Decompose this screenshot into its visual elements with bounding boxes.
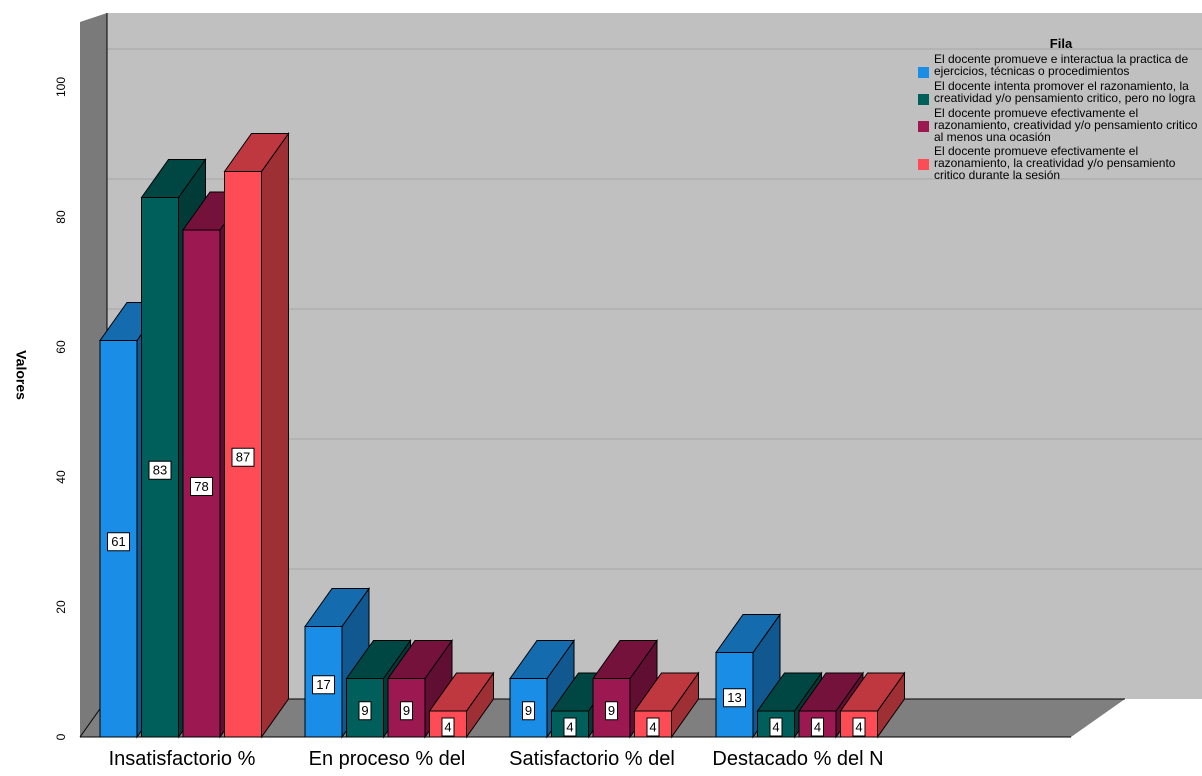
data-label: 9 [361, 703, 368, 718]
data-label: 87 [236, 450, 250, 465]
legend-label: El docente promueve efectivamente el raz… [934, 106, 1198, 144]
legend-swatch [918, 94, 929, 105]
data-label-box [148, 460, 172, 480]
legend-swatch [918, 67, 929, 78]
x-tick-label: En proceso % del [309, 748, 466, 770]
data-label-box [312, 675, 335, 695]
plot-back-wall [107, 13, 1202, 699]
data-label-box [723, 688, 746, 708]
data-label: 17 [316, 677, 330, 692]
y-tick-label: 100 [54, 77, 68, 97]
legend-label: El docente promueve efectivamente el raz… [934, 144, 1176, 182]
data-label: 4 [814, 719, 821, 734]
data-label: 78 [194, 479, 208, 494]
legend-title: Fila [1049, 36, 1073, 51]
data-label-box [358, 701, 372, 721]
data-label: 9 [525, 703, 532, 718]
data-label-box [605, 701, 618, 721]
y-tick-label: 60 [54, 340, 68, 354]
data-label: 61 [111, 534, 125, 549]
data-label: 9 [403, 703, 410, 718]
data-label-box [441, 717, 455, 737]
data-label: 4 [855, 719, 862, 734]
data-label: 4 [649, 719, 656, 734]
bar-side [261, 131, 289, 739]
legend-item: El docente promueve efectivamente el raz… [918, 107, 1202, 143]
x-tick-label: Satisfactorio % del [509, 748, 675, 770]
legend-label: El docente promueve e interactua la prac… [934, 52, 1189, 78]
legend-swatch [918, 159, 929, 170]
y-tick-label: 0 [54, 733, 68, 740]
data-label-box [231, 447, 255, 467]
data-label: 9 [608, 703, 615, 718]
y-tick-label: 20 [54, 600, 68, 614]
y-tick-label: 40 [54, 470, 68, 484]
data-label-box [563, 717, 577, 737]
legend-label: El docente intenta promover el razonamie… [934, 79, 1196, 105]
data-label-box [107, 532, 130, 552]
data-label: 4 [444, 719, 451, 734]
y-axis-label: Valores [13, 350, 29, 400]
data-label: 13 [727, 690, 741, 705]
legend-item: El docente promueve efectivamente el raz… [918, 145, 1202, 181]
x-tick-label: Insatisfactorio % [109, 748, 256, 770]
data-label-box [522, 701, 535, 721]
data-label: 4 [772, 719, 779, 734]
legend-swatch [918, 121, 929, 132]
data-label-box [852, 717, 866, 737]
data-label-box [769, 717, 783, 737]
data-label: 4 [566, 719, 573, 734]
x-tick-label: Destacado % del N [712, 748, 883, 770]
y-tick-label: 80 [54, 210, 68, 224]
data-label-box [400, 701, 413, 721]
legend: Fila El docente promueve e interactua la… [918, 36, 1202, 183]
data-label-box [190, 477, 213, 496]
data-label: 83 [153, 463, 167, 478]
legend-item: El docente intenta promover el razonamie… [918, 80, 1202, 105]
legend-item: El docente promueve e interactua la prac… [918, 53, 1202, 78]
data-label-box [646, 717, 660, 737]
data-label-box [811, 717, 824, 737]
